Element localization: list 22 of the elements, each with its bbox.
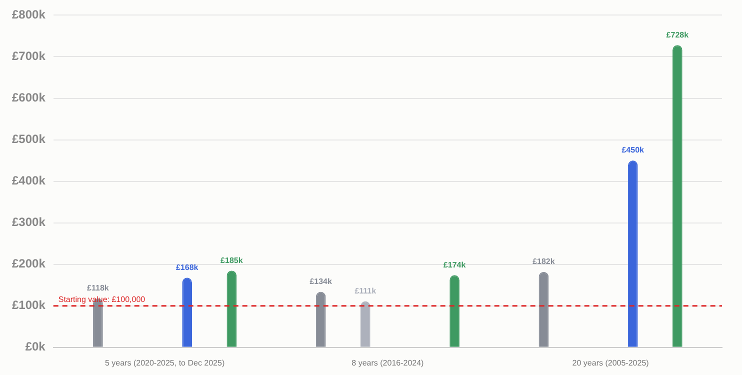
- y-tick-label: £800k: [12, 8, 46, 22]
- data-label: £182k: [532, 257, 556, 266]
- data-label: £134k: [310, 276, 332, 286]
- x-tick-label: 20 years (2005-2025): [572, 358, 650, 368]
- data-label: £118k: [87, 284, 110, 293]
- data-label: £728k: [666, 30, 690, 40]
- data-label: £450k: [622, 146, 645, 155]
- y-tick-label: £100k: [12, 298, 46, 312]
- y-tick-label: £300k: [12, 215, 46, 230]
- data-label: £111k: [354, 286, 377, 296]
- data-label: £185k: [220, 256, 244, 265]
- data-label: £174k: [443, 260, 466, 270]
- y-tick-label: £500k: [12, 132, 46, 146]
- data-label: £168k: [176, 262, 199, 272]
- y-tick-label: £0k: [25, 340, 46, 354]
- y-tick-label: £400k: [12, 174, 46, 188]
- x-tick-label: 5 years (2020-2025, to Dec 2025): [104, 358, 225, 368]
- ref-line-label: Starting value: £100,000: [58, 295, 146, 304]
- x-tick-label: 8 years (2016-2024): [352, 358, 424, 368]
- y-tick-label: £200k: [12, 256, 46, 271]
- y-tick-label: £600k: [12, 90, 46, 105]
- y-tick-label: £700k: [12, 49, 46, 64]
